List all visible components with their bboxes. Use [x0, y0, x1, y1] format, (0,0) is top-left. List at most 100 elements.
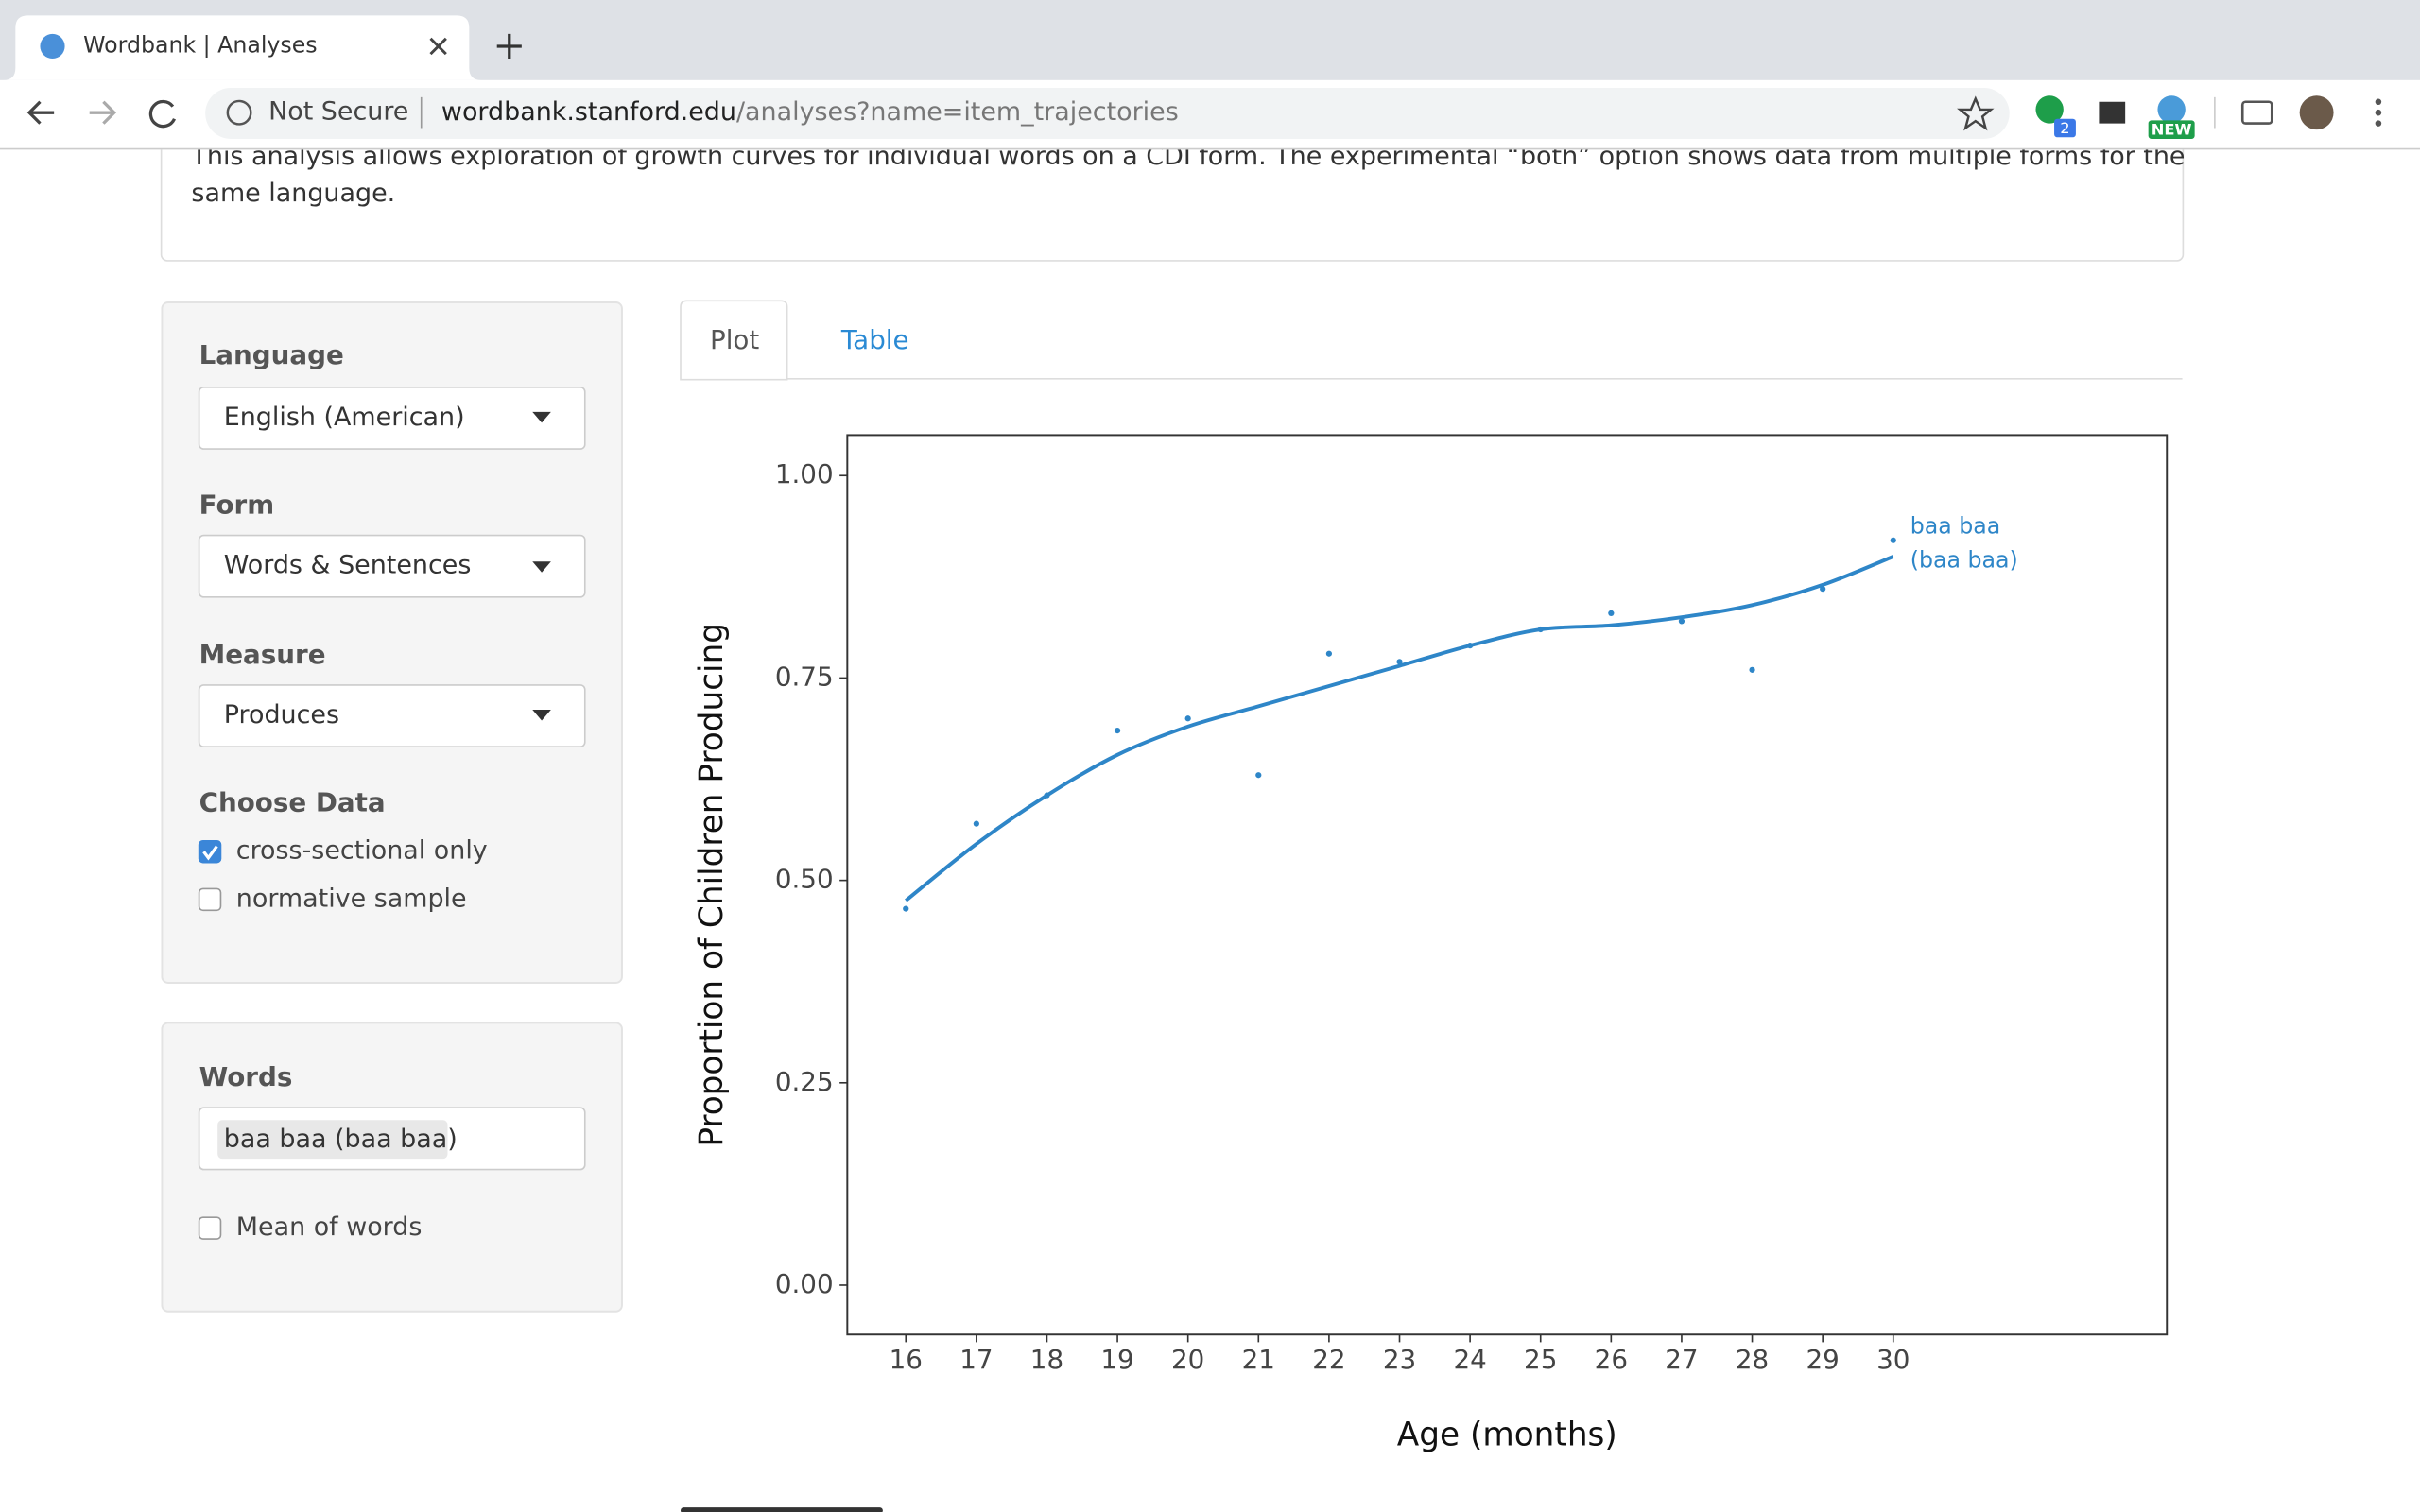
tab-title: Wordbank | Analyses	[83, 31, 317, 58]
x-tick-label: 25	[1524, 1344, 1557, 1375]
x-tick-label: 16	[890, 1344, 923, 1375]
x-tick-label: 26	[1595, 1344, 1628, 1375]
x-tick-label: 24	[1453, 1344, 1486, 1375]
menu-button[interactable]	[2375, 98, 2382, 127]
tab-close[interactable]	[429, 37, 447, 56]
caret	[532, 411, 551, 423]
data-point	[1044, 792, 1050, 799]
checkbox-label: normative sample	[236, 884, 467, 913]
data-point	[1890, 537, 1896, 543]
caret	[532, 710, 551, 721]
checkbox-label: cross-sectional only	[236, 836, 488, 866]
y-tick-label: 0.25	[775, 1066, 834, 1097]
back-button[interactable]	[26, 100, 55, 125]
field-label: Form	[199, 490, 275, 521]
x-tick-label: 19	[1100, 1344, 1133, 1375]
checkbox[interactable]	[198, 887, 222, 912]
cast-icon[interactable]	[2240, 100, 2273, 125]
tab-bar: Plot Table	[680, 300, 909, 381]
description-text: same language.	[191, 179, 395, 208]
data-point	[1467, 643, 1474, 649]
data-point	[903, 905, 909, 912]
x-tick-label: 29	[1806, 1344, 1840, 1375]
field-label: Measure	[199, 639, 326, 670]
data-point	[1749, 666, 1755, 673]
active-tab[interactable]	[3, 15, 482, 80]
x-axis-title: Age (months)	[1397, 1416, 1617, 1453]
url: wordbank.stanford.edu/analyses?name=item…	[441, 97, 1179, 127]
omnibox[interactable]	[205, 88, 2010, 139]
language-select[interactable]	[198, 386, 586, 450]
series-label: baa baa	[1910, 512, 2001, 539]
x-tick-label: 23	[1383, 1344, 1416, 1375]
data-point	[1537, 626, 1544, 633]
new-tab[interactable]	[496, 33, 522, 60]
checkmark	[202, 845, 218, 861]
favicon	[40, 33, 65, 60]
measure-select[interactable]	[198, 684, 586, 748]
field-label: Language	[199, 339, 344, 370]
new-badge-text: NEW	[2152, 120, 2192, 138]
new-badge	[2148, 120, 2195, 139]
x-tick-label: 22	[1312, 1344, 1345, 1375]
tab[interactable]	[680, 300, 788, 381]
y-tick-label: 1.00	[775, 458, 834, 490]
x-tick-label: 30	[1876, 1344, 1910, 1375]
bookmark-star[interactable]	[1957, 95, 1995, 131]
x-tick-label: 21	[1242, 1344, 1275, 1375]
checkbox-group: cross-sectional only normative sample	[198, 836, 488, 913]
tab-label[interactable]: Table	[840, 324, 909, 355]
badge-text: 2	[2060, 119, 2069, 137]
y-axis-title: Proportion of Children Producing	[693, 623, 731, 1147]
url-path: /analyses?name=item_trajectories	[736, 97, 1179, 127]
data-point	[1184, 715, 1191, 722]
badge	[2054, 118, 2076, 138]
series-label: (baa baa)	[1910, 546, 2018, 573]
data-point	[1325, 650, 1333, 657]
x-tick-label: 18	[1030, 1344, 1063, 1375]
x-tick-label: 27	[1665, 1344, 1698, 1375]
tab-label[interactable]: Plot	[710, 324, 759, 355]
form-select[interactable]	[198, 534, 586, 598]
checkbox-group: Mean of words	[198, 1212, 423, 1242]
data-point	[1396, 659, 1403, 665]
extension-icon[interactable]	[2099, 101, 2126, 124]
checkbox[interactable]	[198, 1216, 222, 1240]
caret	[532, 561, 551, 573]
security-label: Not Secure	[268, 97, 408, 127]
forward-button[interactable]	[89, 100, 117, 125]
data-point	[1255, 772, 1262, 779]
plot-frame	[846, 434, 2169, 1336]
field-label: Words	[199, 1061, 293, 1092]
data-point	[973, 820, 979, 827]
x-tick-label: 28	[1736, 1344, 1769, 1375]
x-tick-label: 17	[959, 1344, 993, 1375]
data-point	[1608, 610, 1615, 616]
fit-line	[905, 555, 1894, 902]
info-icon[interactable]	[226, 99, 252, 126]
extension-icon[interactable]	[2035, 95, 2064, 124]
data-point	[1114, 728, 1121, 734]
input-panel	[161, 301, 623, 984]
word-chip[interactable]	[217, 1120, 448, 1160]
data-point	[1678, 618, 1685, 625]
profile-avatar[interactable]	[2299, 95, 2334, 130]
field-label: Choose Data	[199, 787, 386, 818]
extension-icon[interactable]	[2157, 95, 2186, 124]
y-tick-label: 0.75	[775, 661, 834, 692]
plot: 0.00 0.25 0.50 0.75 1.00 16 17 18 19 20 21 22 23 24 25…	[693, 434, 2169, 1453]
x-tick-label: 20	[1171, 1344, 1204, 1375]
url-host: wordbank.stanford.edu	[441, 97, 736, 127]
button-edge	[681, 1507, 883, 1512]
reload-button[interactable]	[148, 99, 176, 129]
checkbox-label: Mean of words	[236, 1212, 423, 1242]
select-value: Produces	[224, 700, 339, 730]
y-tick-label: 0.00	[775, 1268, 834, 1299]
select-value: English (American)	[224, 403, 465, 432]
data-point	[1820, 586, 1826, 593]
checkbox[interactable]	[198, 839, 222, 864]
word-chip-text: baa baa (baa baa)	[224, 1125, 458, 1154]
select-value: Words & Sentences	[224, 551, 472, 580]
